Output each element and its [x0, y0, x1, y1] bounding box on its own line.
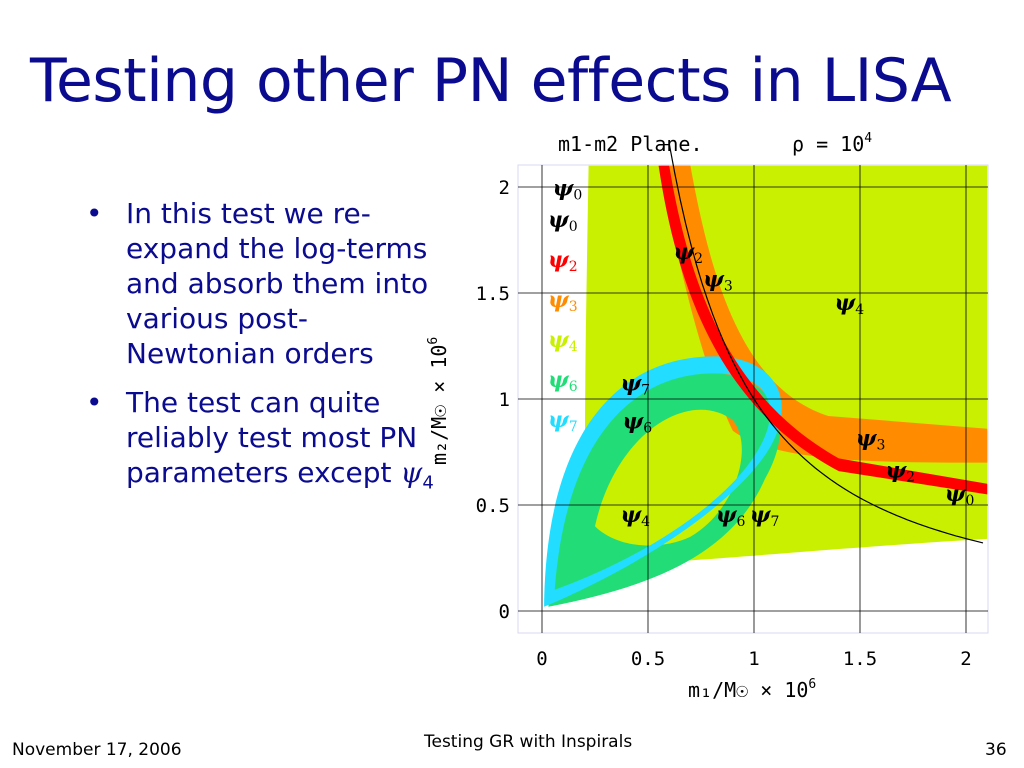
y-tick-label: 1: [499, 389, 510, 411]
y-tick-label: 1.5: [476, 283, 510, 305]
bullet-text-1: In this test we re-expand the log-terms …: [126, 197, 429, 370]
psi4-symbol: ψ4: [400, 456, 434, 494]
m1-m2-plane-plot: m1-m2 Plane. ρ = 104 0 0 0.5 0.5 1 1 1.5 1.5 2 2 m…: [426, 131, 989, 702]
plot-title-rho: ρ = 104: [792, 131, 872, 156]
footer-date: November 17, 2006: [12, 740, 182, 760]
y-axis-label: m₂/M☉ × 106: [426, 337, 451, 465]
psi0-curve: [658, 144, 984, 544]
y-tick-label: 0: [499, 601, 510, 623]
bullet-item-2: • The test can quite reliably test most …: [86, 385, 456, 501]
bullet-dot: •: [86, 197, 103, 230]
psi7-region: [544, 356, 782, 607]
x-tick-label: 0.5: [631, 648, 665, 670]
x-tick-label: 0: [536, 648, 547, 670]
plot-layer: 0 0 0.5 0.5 1 1 1.5 1.5 2 2 m₁/M☉ × 106 m₂/M☉ × 106…: [426, 144, 988, 702]
x-tick-label: 2: [960, 648, 971, 670]
x-tick-label: 1: [748, 648, 759, 670]
x-axis-label: m₁/M☉ × 106: [688, 677, 816, 702]
x-tick-label: 1.5: [843, 648, 877, 670]
bullet-list: • In this test we re-expand the log-term…: [86, 196, 456, 515]
y-tick-label: 0.5: [476, 495, 510, 517]
footer-page-number: 36: [985, 740, 1007, 760]
bullet-item-1: • In this test we re-expand the log-term…: [86, 196, 456, 371]
plot-title: m1-m2 Plane.: [558, 132, 703, 156]
y-tick-label: 2: [499, 177, 510, 199]
footer-title: Testing GR with Inspirals: [424, 732, 633, 752]
bullet-text-2: The test can quite reliably test most PN…: [126, 386, 418, 489]
bullet-dot: •: [86, 386, 103, 419]
slide-title: Testing other PN effects in LISA: [30, 46, 952, 116]
psi6-region: [548, 372, 781, 607]
